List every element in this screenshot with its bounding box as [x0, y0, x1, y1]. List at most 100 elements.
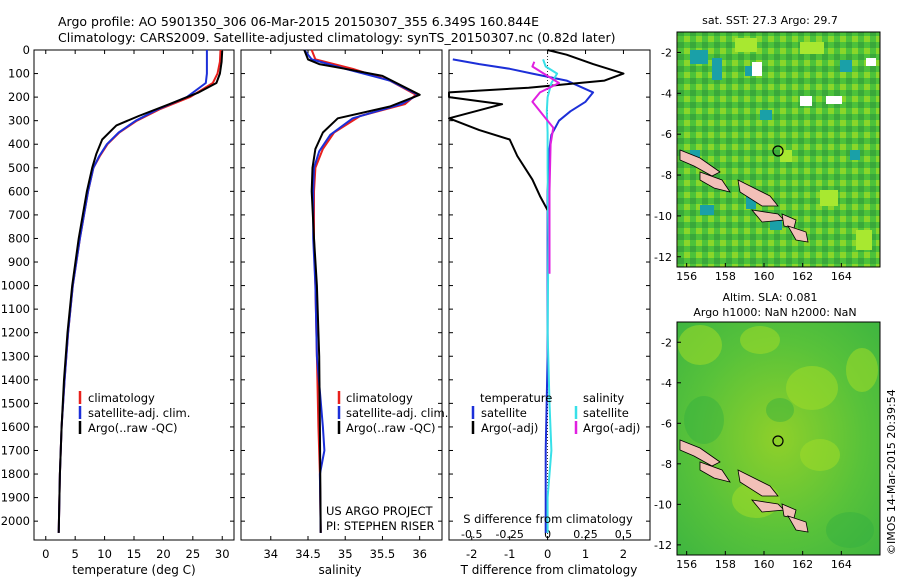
x-tick-label: 34 — [263, 547, 278, 561]
sla-islands — [679, 439, 809, 533]
sst-map-frame — [676, 31, 881, 268]
salinity-legend: climatology satellite-adj. clim. Argo(..… — [337, 391, 448, 435]
y-tick-label: 1300 — [1, 349, 30, 363]
map-y-tick-label: -10 — [654, 210, 672, 223]
y-tick-label: 1100 — [1, 302, 30, 316]
difference-xlabel: T difference from climatology — [460, 563, 638, 577]
legend-label: climatology — [346, 391, 413, 405]
y-tick-label: 1600 — [1, 420, 30, 434]
x-tick-label: 35.5 — [370, 547, 396, 561]
map-y-tick-label: -8 — [661, 458, 672, 471]
temperature-plot: 0100200300400500600700800900100011001200… — [1, 43, 234, 561]
legend-label: satellite — [481, 406, 527, 420]
x-tick-label: -2 — [466, 547, 477, 561]
legend-label: Argo(..raw -QC) — [346, 421, 436, 435]
sla-map-title-1: Altim. SLA: 0.081 — [722, 291, 817, 304]
y-tick-label: 0 — [23, 43, 30, 57]
map-y-tick-label: -2 — [661, 46, 672, 59]
x-tick-label: 1 — [582, 547, 589, 561]
x-tick-label: 34.5 — [295, 547, 321, 561]
map-y-tick-label: -10 — [654, 498, 672, 511]
salinity-plot: 34 34.5 35 35.5 36 — [241, 49, 442, 561]
legend-header-salinity: salinity — [583, 391, 624, 405]
y-tick-label: 1900 — [1, 491, 30, 505]
y-tick-label: 1700 — [1, 443, 30, 457]
map-y-tick-label: -8 — [661, 169, 672, 182]
series-line — [452, 58, 595, 533]
x-tick-label-s: -0.25 — [495, 528, 523, 541]
header-line-2: Climatology: CARS2009. Satellite-adjuste… — [58, 30, 615, 45]
y-tick-label: 500 — [8, 161, 30, 175]
sla-map — [676, 321, 881, 556]
map-y-tick-label: -6 — [661, 128, 672, 141]
map-x-tick-label: 162 — [792, 270, 813, 283]
difference-xlabel-top: S difference from climatology — [463, 512, 633, 526]
map-x-tick-label: 158 — [715, 558, 736, 571]
pi-annotation: PI: STEPHEN RISER — [326, 519, 435, 533]
map-x-tick-label: 164 — [831, 270, 852, 283]
y-tick-label: 800 — [8, 231, 30, 245]
map-y-tick-label: -2 — [661, 336, 672, 349]
map-y-tick-label: -4 — [661, 377, 672, 390]
legend-label: Argo(-adj) — [481, 421, 538, 435]
x-tick-label: 15 — [127, 547, 142, 561]
map-y-tick-label: -12 — [654, 539, 672, 552]
sst-map-title: sat. SST: 27.3 Argo: 29.7 — [702, 14, 838, 27]
x-tick-label-s: 0 — [544, 528, 551, 541]
map-x-tick-label: 162 — [792, 558, 813, 571]
project-annotation: US ARGO PROJECT — [326, 504, 434, 518]
legend-label: satellite-adj. clim. — [346, 406, 448, 420]
y-tick-label: 200 — [8, 90, 30, 104]
temperature-legend: climatology satellite-adj. clim. Argo(..… — [78, 391, 190, 435]
y-tick-label: 1200 — [1, 326, 30, 340]
y-tick-label: 300 — [8, 114, 30, 128]
map-x-tick-label: 160 — [754, 270, 775, 283]
x-tick-label: -1 — [504, 547, 515, 561]
map-axes: 156 158 160 162 164 -2 -4 -6 -8 -10 -12 156 158 160 16… — [654, 46, 852, 571]
y-tick-label: 1000 — [1, 279, 30, 293]
sst-warm-patches — [735, 38, 872, 250]
x-tick-label: 20 — [156, 547, 171, 561]
series-line — [448, 49, 625, 211]
legend-label: Argo(..raw -QC) — [88, 421, 178, 435]
y-tick-label: 1400 — [1, 373, 30, 387]
series-line — [57, 50, 224, 533]
y-tick-label: 1800 — [1, 467, 30, 481]
series-line — [303, 49, 421, 533]
series-line — [531, 61, 560, 274]
x-tick-label: 35 — [338, 547, 353, 561]
sla-low-patches — [684, 396, 874, 548]
y-tick-label: 700 — [8, 208, 30, 222]
map-x-tick-label: 156 — [676, 558, 697, 571]
temperature-xlabel: temperature (deg C) — [72, 563, 195, 577]
x-tick-label: 0 — [544, 547, 551, 561]
x-tick-label-s: 0.5 — [615, 528, 633, 541]
map-x-tick-label: 158 — [715, 270, 736, 283]
map-x-tick-label: 160 — [754, 558, 775, 571]
salinity-panel-frame — [240, 49, 443, 541]
argo-location-marker — [772, 145, 784, 157]
sla-map-frame — [676, 321, 881, 556]
y-tick-label: 1500 — [1, 396, 30, 410]
x-tick-label-s: 0.25 — [573, 528, 598, 541]
map-x-tick-label: 156 — [676, 270, 697, 283]
sst-map — [676, 31, 881, 268]
difference-plot: -2 -1 0 1 2 -0.5 -0.25 0 0.25 0.5 — [448, 49, 650, 561]
series-line — [542, 59, 559, 533]
argo-location-marker — [772, 435, 784, 447]
map-y-tick-label: -12 — [654, 251, 672, 264]
x-tick-label: 25 — [186, 547, 201, 561]
header-line-1: Argo profile: AO 5901350_306 06-Mar-2015… — [58, 14, 539, 29]
series-line — [57, 50, 208, 533]
x-tick-label: 30 — [215, 547, 230, 561]
map-x-tick-label: 164 — [831, 558, 852, 571]
x-tick-label: 2 — [620, 547, 627, 561]
x-tick-label-s: -0.5 — [461, 528, 482, 541]
map-y-tick-label: -4 — [661, 87, 672, 100]
x-tick-label: 10 — [97, 547, 112, 561]
legend-header-temperature: temperature — [480, 391, 552, 405]
imos-credit: ©IMOS 14-Mar-2015 20:39:54 — [885, 389, 898, 555]
series-line — [310, 49, 417, 533]
series-line — [57, 49, 222, 533]
